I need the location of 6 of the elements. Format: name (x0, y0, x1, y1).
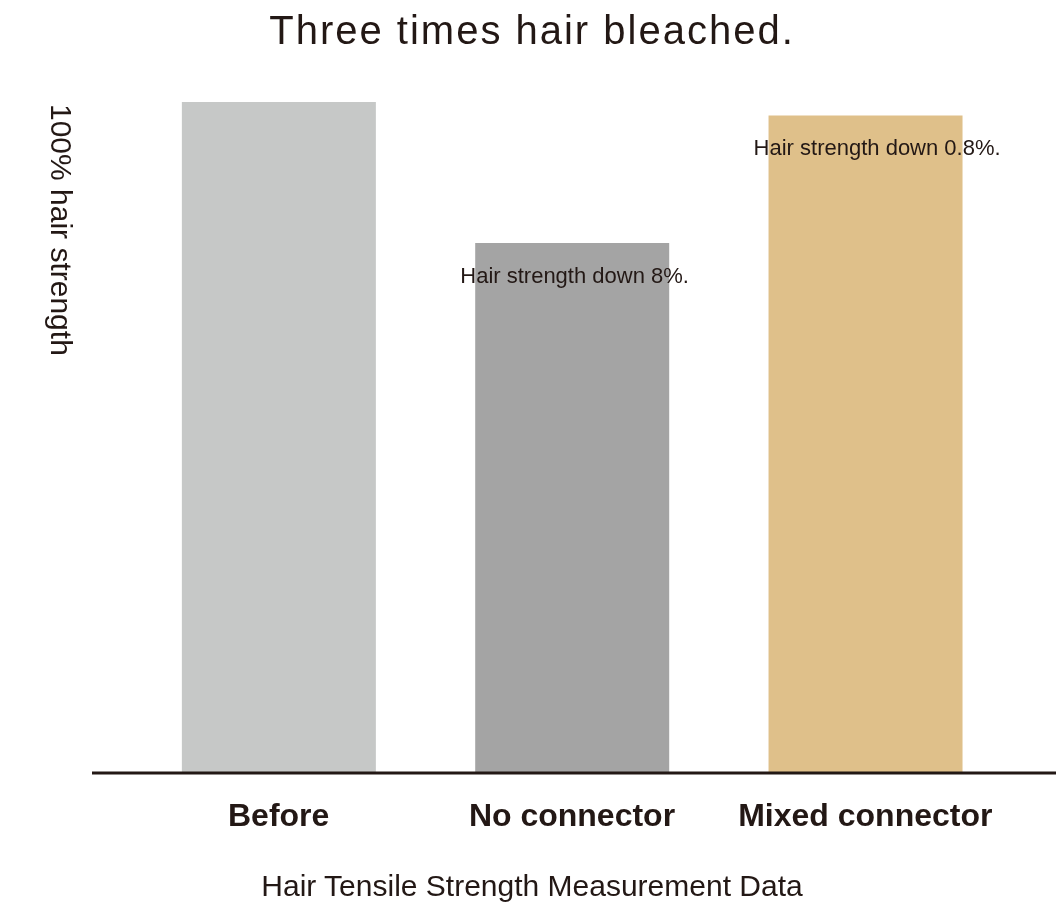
x-tick-label: Mixed connector (738, 796, 993, 833)
x-tick-label: No connector (468, 796, 676, 833)
x-tick-label: Before (227, 796, 330, 833)
chart-title: Three times hair bleached. (268, 8, 796, 53)
y-axis-title: 100% hair strength (44, 104, 78, 356)
text: Hair Tensile Strength Measurement Data (260, 869, 804, 903)
